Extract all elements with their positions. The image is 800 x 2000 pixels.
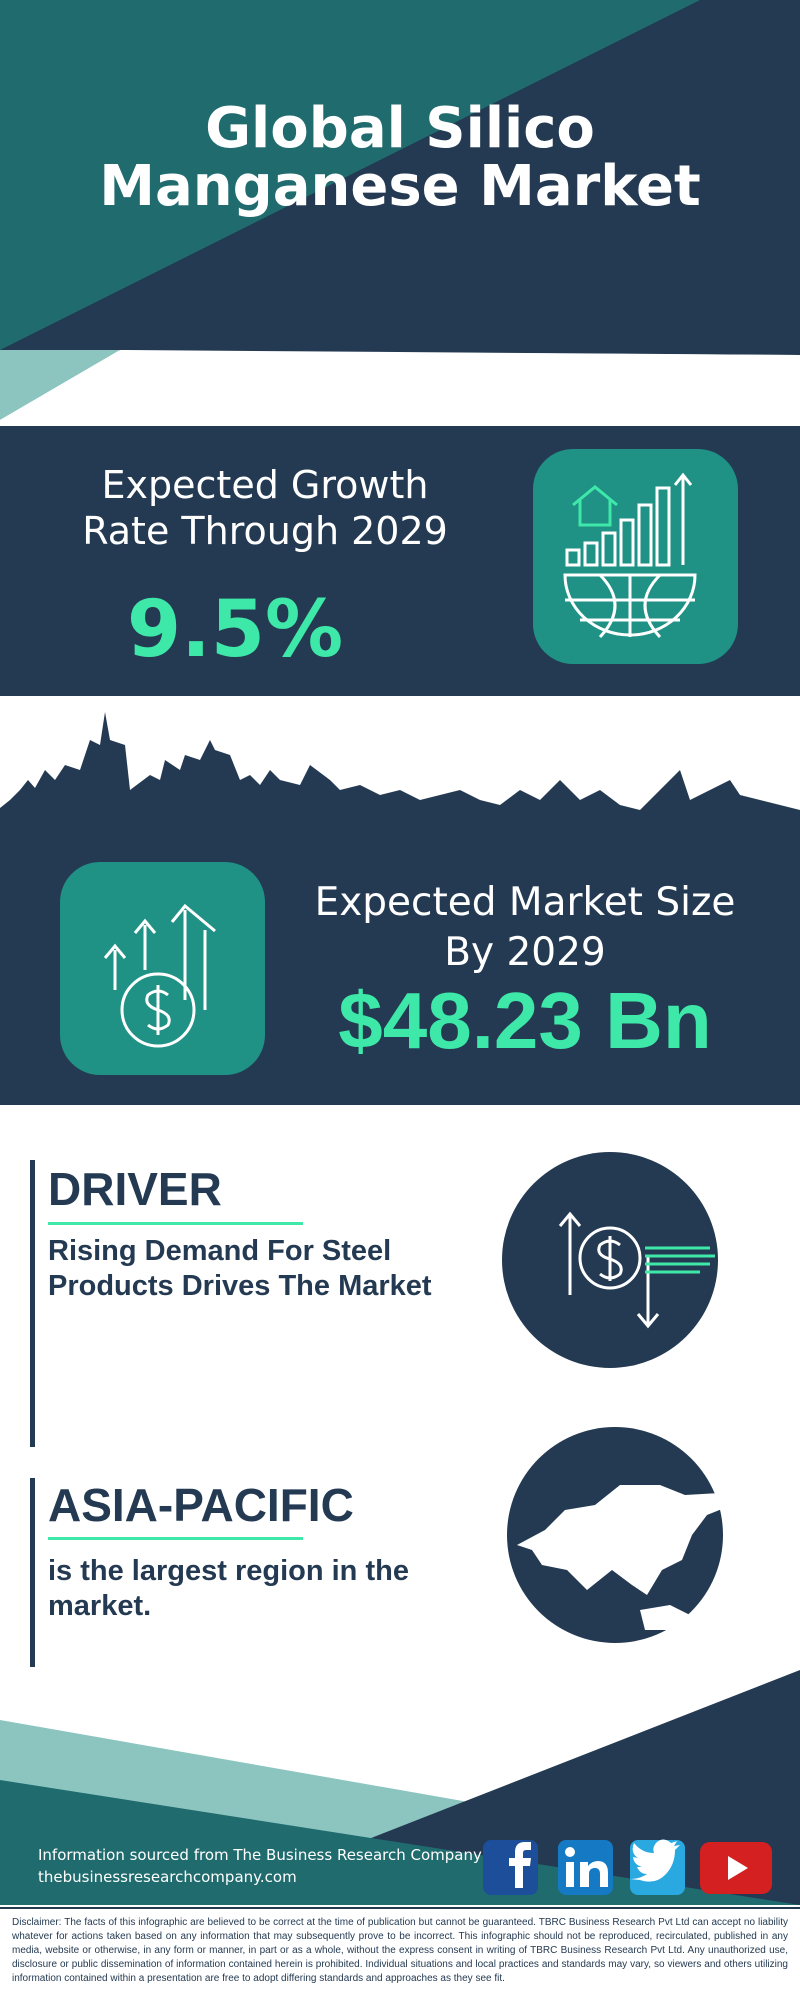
driver-bar <box>30 1160 35 1447</box>
growth-icon <box>563 472 697 639</box>
social-youtube[interactable] <box>700 1842 772 1894</box>
driver-text: Rising Demand For Steel Products Drives … <box>48 1235 432 1302</box>
region-bar <box>30 1478 35 1667</box>
driver-title: DRIVER <box>48 1163 222 1215</box>
growth-icon-bg <box>533 449 738 664</box>
region-underline <box>48 1537 303 1540</box>
header-shape <box>0 0 800 355</box>
title: Global Silico Manganese Market <box>99 96 701 219</box>
growth-label: Expected Growth Rate Through 2029 <box>82 463 448 553</box>
growth-value: 9.5% <box>126 585 344 675</box>
source-url[interactable]: thebusinessresearchcompany.com <box>38 1868 297 1886</box>
source: Information sourced from The Business Re… <box>38 1846 482 1864</box>
region-title: ASIA-PACIFIC <box>48 1479 354 1531</box>
asia-map <box>517 1485 732 1630</box>
driver-icon <box>558 1211 715 1329</box>
market-value: $48.23 Bn <box>338 976 712 1065</box>
social-linkedin[interactable] <box>558 1840 613 1895</box>
skyline <box>0 712 800 845</box>
region-text: is the largest region in the market. <box>48 1555 409 1622</box>
social-facebook[interactable] <box>483 1840 538 1895</box>
market-icon <box>103 903 216 1048</box>
disclaimer: Disclaimer: The facts of this infographi… <box>12 1917 788 1984</box>
driver-underline <box>48 1222 303 1225</box>
social-twitter[interactable] <box>630 1839 685 1896</box>
header-white <box>0 350 800 426</box>
disclaimer-bg <box>0 1905 800 2000</box>
market-label: Expected Market Size By 2029 <box>314 880 736 975</box>
market-icon-bg <box>60 862 265 1075</box>
